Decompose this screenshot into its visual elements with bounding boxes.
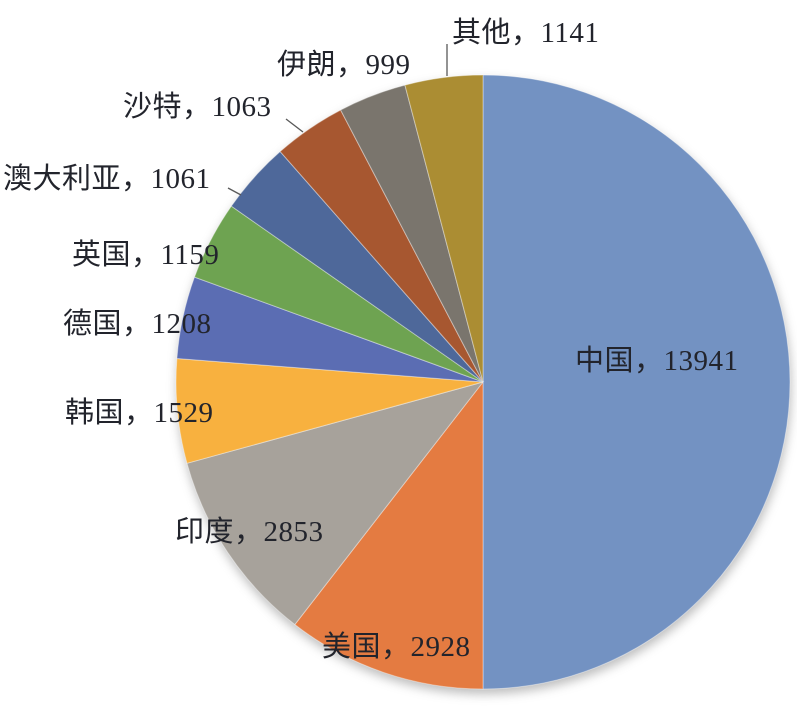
- pie-label-德国: 德国，1208: [63, 308, 212, 340]
- pie-slice-韩国: [175, 358, 484, 464]
- pie-label-中国: 中国，13941: [575, 345, 739, 377]
- pie-slice-澳大利亚: [230, 150, 484, 383]
- pie-label-澳大利亚: 澳大利亚，1061: [3, 163, 211, 195]
- pie-slice-沙特: [279, 109, 484, 383]
- pie-label-印度: 印度，2853: [175, 516, 324, 548]
- pie-label-英国: 英国，1159: [72, 239, 220, 271]
- pie-slice-其他: [404, 74, 484, 383]
- pie-label-韩国: 韩国，1529: [65, 397, 214, 429]
- pie-slice-中国: [482, 74, 791, 690]
- pie-label-沙特: 沙特，1063: [123, 91, 272, 123]
- pie-slice-英国: [193, 205, 484, 383]
- pie-slice-印度: [186, 381, 485, 626]
- pie-slice-美国: [294, 380, 484, 690]
- pie-label-美国: 美国，2928: [322, 631, 471, 663]
- pie-slice-德国: [176, 276, 484, 383]
- pie-slice-伊朗: [339, 84, 484, 383]
- pie-label-其他: 其他，1141: [452, 17, 600, 49]
- pie-label-伊朗: 伊朗，999: [277, 49, 411, 81]
